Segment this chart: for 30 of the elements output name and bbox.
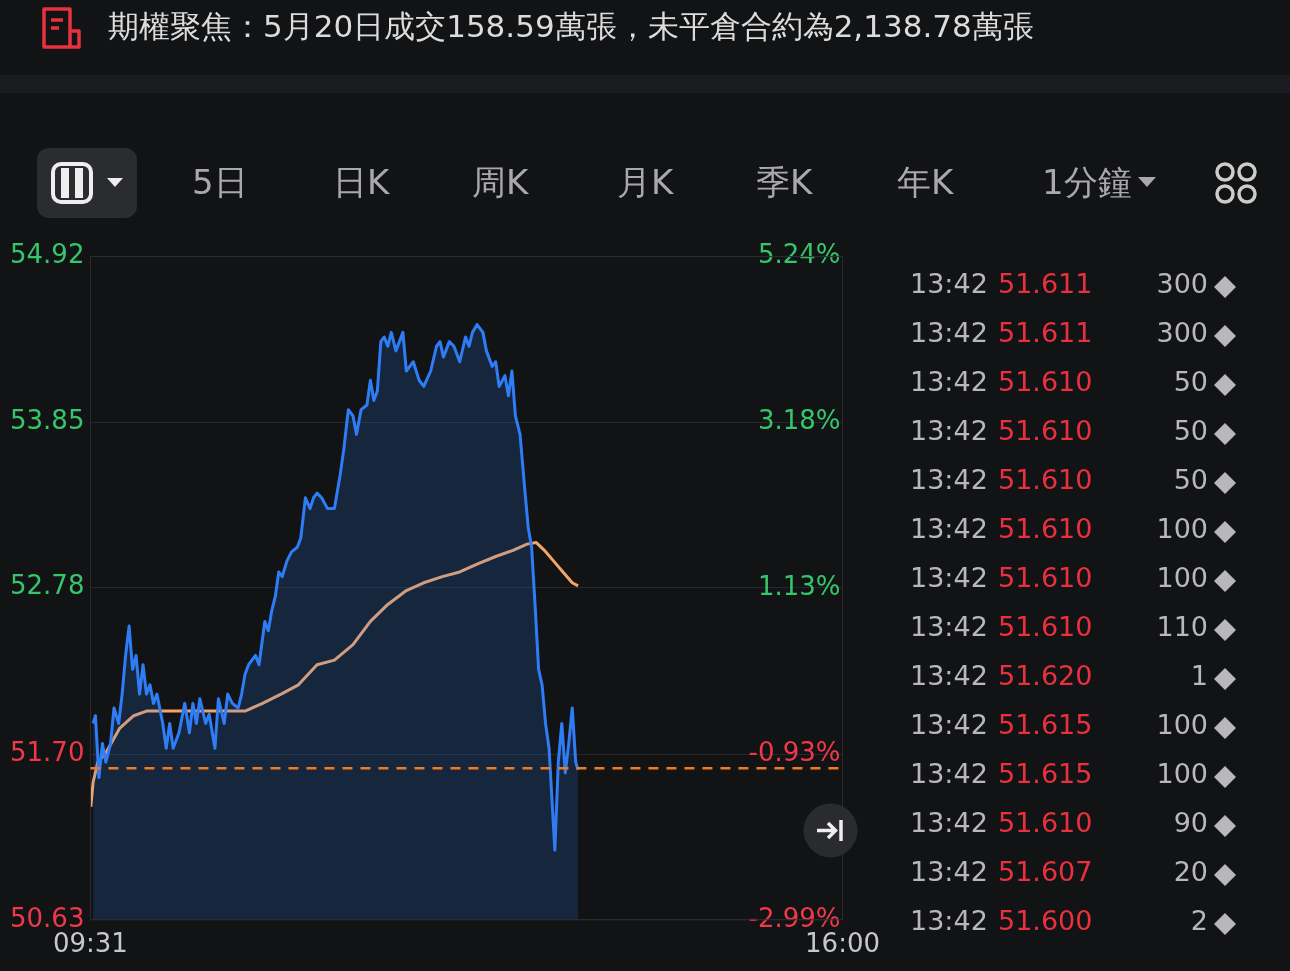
text: 1分鐘 [1042,161,1132,204]
text: 月K [617,161,674,204]
text: 13:42 51.611 300 [910,268,1208,299]
y-tick-label: 52.78 [10,570,85,601]
text: 13:42 51.620 1 [910,660,1208,691]
text: 13:42 51.610 50 [910,415,1208,446]
text: 日K [333,161,390,204]
text: 13:42 51.600 2 [910,905,1208,936]
text: 13:42 51.607 20 [910,856,1208,887]
y2-tick-label: 5.24% [757,239,841,270]
chart-title: 期權聚焦：5月20日成交158.59萬張，未平倉合約為2,138.78萬張 [108,7,1034,46]
text: 13:42 51.610 50 [910,366,1208,397]
text: 13:42 51.610 110 [910,611,1208,642]
y-tick-label: 54.92 [10,239,85,270]
text: 13:42 51.610 100 [910,562,1208,593]
text: 年K [897,161,954,204]
y2-tick-label: 3.18% [757,405,841,436]
y2-tick-label: 1.13% [757,570,841,601]
text: 13:42 51.610 50 [910,464,1208,495]
text: 周K [472,161,529,204]
text: 13:42 51.615 100 [910,709,1208,740]
text: 13:42 51.611 300 [910,317,1208,348]
text: 13:42 51.615 100 [910,758,1208,789]
text: 季K [756,161,813,204]
text: 13:42 51.610 100 [910,513,1208,544]
y2-tick-label: -0.93% [748,736,841,767]
text: 5日 [192,161,248,204]
text: 13:42 51.610 90 [910,807,1208,838]
y-tick-label: 51.70 [10,737,85,768]
y-tick-label: 53.85 [10,404,85,435]
